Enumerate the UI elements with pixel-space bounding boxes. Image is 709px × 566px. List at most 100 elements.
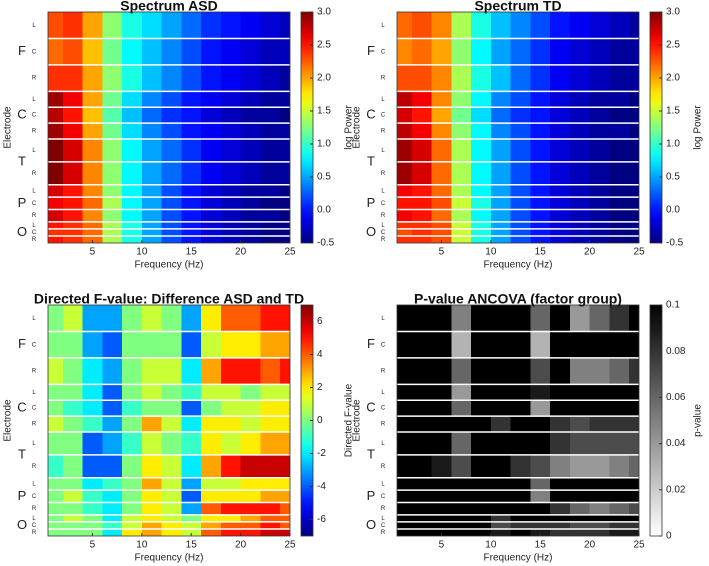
heatmap-cell <box>122 477 143 491</box>
heatmap-cell <box>161 514 182 523</box>
heatmap-cell <box>102 107 123 124</box>
heatmap-cell <box>451 123 472 140</box>
heatmap-cell <box>629 138 639 163</box>
heatmap-cell <box>220 12 242 39</box>
heatmap-cell <box>589 38 610 66</box>
heatmap-cell <box>411 123 433 140</box>
heatmap-cell <box>550 502 571 516</box>
heatmap-cell <box>220 384 242 401</box>
heatmap-cell <box>629 416 639 433</box>
row-label: R <box>381 171 386 177</box>
heatmap-cell <box>280 235 290 243</box>
heatmap-cell <box>589 514 610 523</box>
heatmap-cell <box>260 490 281 503</box>
heatmap-cell <box>550 431 571 456</box>
heatmap-cell <box>141 305 163 332</box>
heatmap-cell <box>431 64 452 92</box>
heatmap-cell <box>510 400 531 417</box>
heatmap-cell <box>260 502 281 516</box>
heatmap <box>397 305 639 536</box>
heatmap-cell <box>220 502 242 516</box>
heatmap-cell <box>260 514 281 523</box>
heatmap-cell <box>411 514 433 523</box>
heatmap-cell <box>240 490 261 503</box>
heatmap-cell <box>201 431 222 456</box>
chart-title: Directed F-value: Difference ASD and TD <box>34 291 304 307</box>
row-label: L <box>381 189 385 195</box>
heatmap-cell <box>510 521 531 530</box>
heatmap-cell <box>490 138 512 163</box>
heatmap-cell <box>510 431 531 456</box>
heatmap-cell <box>569 416 591 433</box>
heatmap-cell <box>141 197 163 210</box>
heatmap-cell <box>48 357 64 385</box>
heatmap-cell <box>471 209 492 223</box>
heatmap-cell <box>181 431 202 456</box>
heatmap-cell <box>181 416 202 433</box>
heatmap-cell <box>240 38 261 66</box>
heatmap-cell <box>102 384 123 401</box>
row-label: R <box>381 237 386 243</box>
heatmap-cell <box>102 138 123 163</box>
y-axis-label: Electrode <box>352 399 363 442</box>
heatmap-cell <box>431 123 452 140</box>
heatmap-cell <box>550 38 571 66</box>
heatmap-cell <box>48 91 64 108</box>
row-label: R <box>32 237 37 243</box>
heatmap-cell <box>62 12 84 39</box>
heatmap-cell <box>471 221 492 230</box>
plot-frame <box>47 304 291 537</box>
heatmap-cell <box>451 477 472 491</box>
heatmap-cell <box>201 197 222 210</box>
heatmap-cell <box>569 490 591 503</box>
chart-title: P-value ANCOVA (factor group) <box>414 291 622 307</box>
heatmap-cell <box>609 12 630 39</box>
heatmap-cell <box>141 416 163 433</box>
heatmap-cell <box>141 521 163 530</box>
heatmap-cell <box>451 138 472 163</box>
heatmap-cell <box>411 502 433 516</box>
colorbar-tick-label: -6 <box>317 514 326 525</box>
heatmap-cell <box>550 209 571 223</box>
x-tick-label: 10 <box>136 540 148 551</box>
heatmap-cell <box>48 490 64 503</box>
heatmap-cell <box>240 138 261 163</box>
heatmap-cell <box>530 184 551 198</box>
heatmap-cell <box>122 221 143 230</box>
heatmap-cell <box>141 161 163 186</box>
group-label: P <box>18 488 27 503</box>
heatmap-cell <box>82 228 103 237</box>
heatmap-cell <box>48 502 64 516</box>
heatmap-cell <box>161 221 182 230</box>
heatmap-cell <box>629 431 639 456</box>
heatmap-cell <box>510 454 531 479</box>
heatmap-cell <box>451 357 472 385</box>
heatmap-cell <box>122 502 143 516</box>
heatmap-cell <box>411 416 433 433</box>
colorbar-label: p-value <box>693 404 704 437</box>
heatmap-cell <box>530 490 551 503</box>
heatmap-cell <box>411 431 433 456</box>
colorbar-tick-label: 0 <box>317 415 323 426</box>
heatmap-cell <box>161 416 182 433</box>
heatmap-cell <box>240 64 261 92</box>
heatmap-cell <box>240 477 261 491</box>
row-label: L <box>32 223 36 229</box>
heatmap-cell <box>141 221 163 230</box>
colorbar-tick-label: 2.5 <box>317 40 331 51</box>
heatmap-cell <box>510 477 531 491</box>
heatmap-cell <box>451 12 472 39</box>
heatmap-cell <box>569 38 591 66</box>
heatmap-cell <box>220 161 242 186</box>
heatmap-cell <box>411 12 433 39</box>
heatmap-cell <box>550 197 571 210</box>
heatmap-cell <box>220 91 242 108</box>
heatmap-cell <box>141 400 163 417</box>
heatmap-cell <box>48 221 64 230</box>
heatmap-cell <box>471 123 492 140</box>
colorbar <box>649 11 663 244</box>
heatmap-cell <box>569 528 591 536</box>
heatmap-cell <box>569 184 591 198</box>
heatmap-cell <box>411 221 433 230</box>
